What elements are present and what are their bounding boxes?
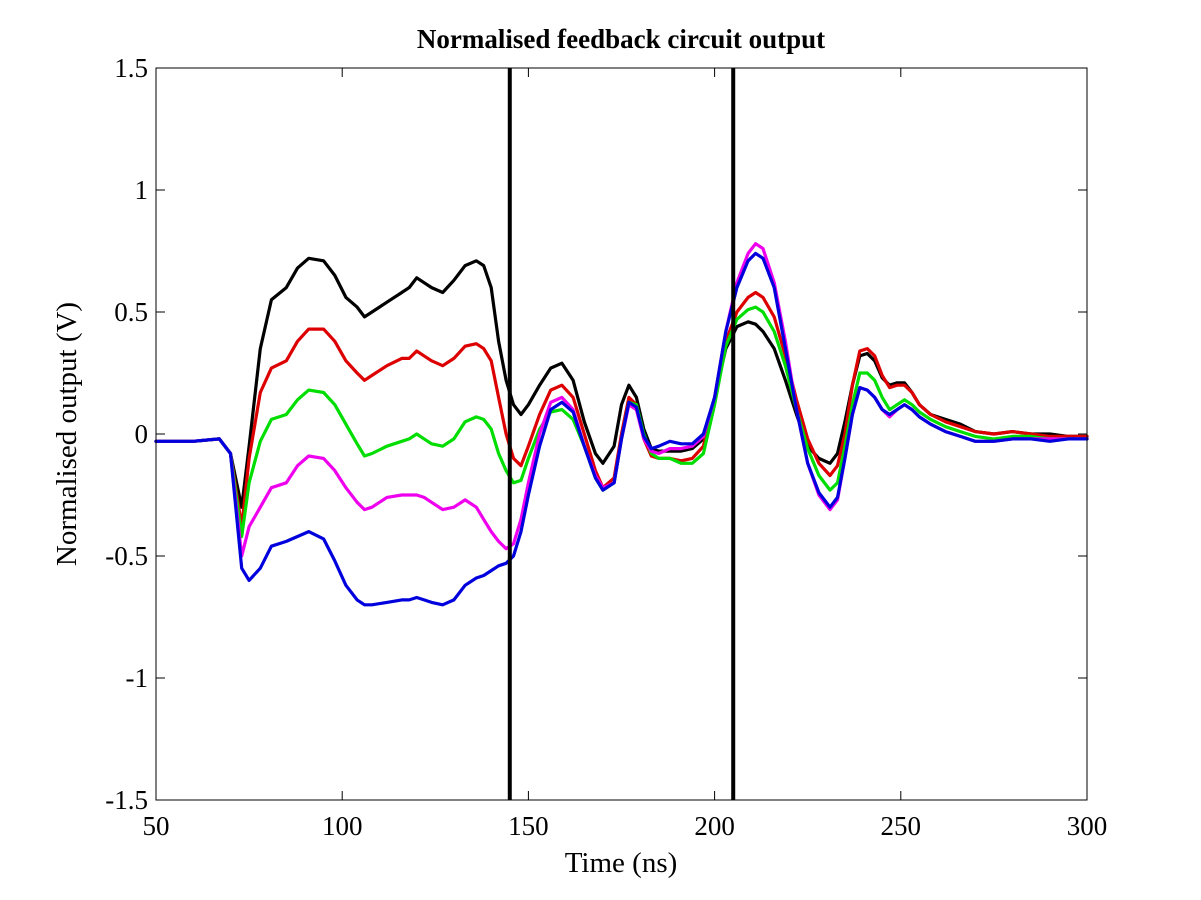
x-tick-label: 150 bbox=[508, 811, 549, 841]
x-tick-label: 100 bbox=[322, 811, 363, 841]
y-tick-label: -0.5 bbox=[105, 541, 148, 571]
y-tick-label: -1 bbox=[126, 663, 149, 693]
x-tick-label: 300 bbox=[1067, 811, 1108, 841]
y-axis-title: Normalised output (V) bbox=[51, 302, 83, 566]
chart-title: Normalised feedback circuit output bbox=[417, 24, 825, 54]
axes: 50 100 150 200 250 300 -1.5 -1 -0.5 0 0.5 1 1.5 bbox=[105, 53, 1107, 841]
plot-area bbox=[154, 68, 1089, 800]
y-tick-label: 1 bbox=[135, 175, 149, 205]
y-tick-label: -1.5 bbox=[105, 785, 148, 815]
y-tick-label: 0 bbox=[135, 419, 149, 449]
series-line-5 bbox=[154, 251, 1089, 607]
x-tick-label: 50 bbox=[143, 811, 170, 841]
x-axis-title: Time (ns) bbox=[565, 847, 678, 879]
x-tick-label: 250 bbox=[881, 811, 922, 841]
x-tick-label: 200 bbox=[694, 811, 735, 841]
y-tick-label: 0.5 bbox=[114, 297, 148, 327]
y-tick-label: 1.5 bbox=[114, 53, 148, 83]
